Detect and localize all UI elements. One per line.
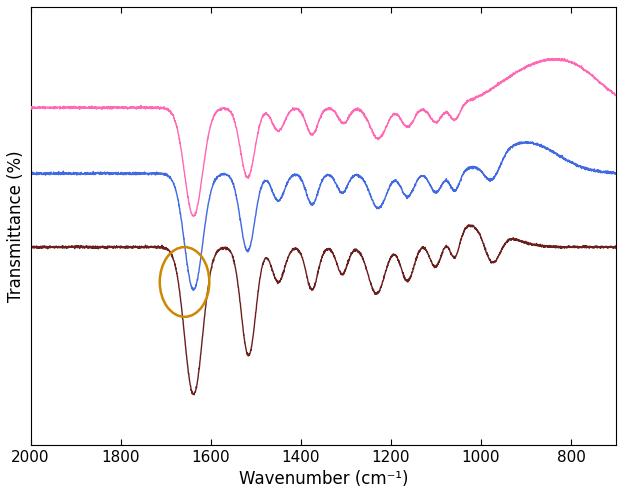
X-axis label: Wavenumber (cm⁻¹): Wavenumber (cm⁻¹)	[239, 470, 408, 488]
Y-axis label: Transmittance (%): Transmittance (%)	[7, 150, 25, 301]
